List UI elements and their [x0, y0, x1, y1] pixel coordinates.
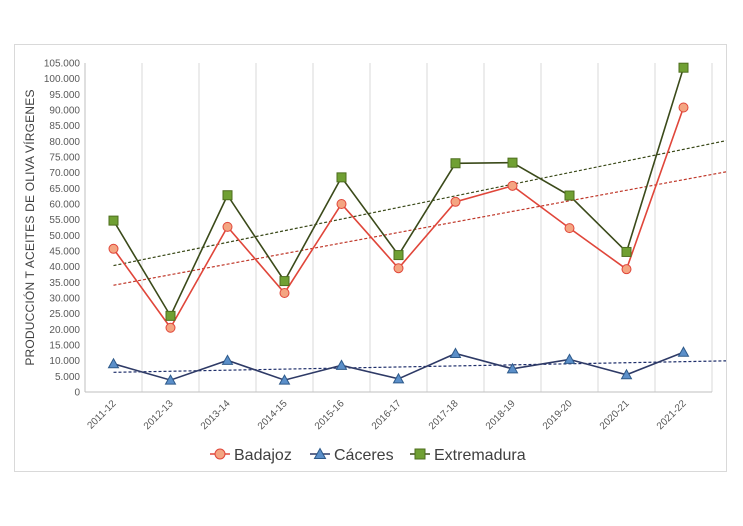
data-point-extremadura: [564, 190, 575, 201]
legend-marker-extremadura: [414, 448, 426, 460]
y-tick-label: 45.000: [49, 247, 80, 258]
y-tick-label: 60.000: [49, 200, 80, 211]
y-axis-title: PRODUCCIÓN T ACEITES DE OLIVA VÍRGENES: [22, 89, 37, 365]
y-tick-label: 100.000: [44, 74, 81, 85]
data-point-extremadura: [165, 310, 176, 321]
x-tick-label: 2021-22: [655, 398, 689, 432]
x-tick-label: 2019-20: [541, 398, 575, 432]
y-tick-label: 80.000: [49, 137, 80, 148]
y-tick-label: 0: [74, 388, 80, 399]
y-tick-label: 15.000: [49, 341, 80, 352]
data-point-extremadura: [279, 276, 290, 287]
y-tick-label: 5.000: [55, 372, 80, 383]
data-point-badajoz: [393, 263, 404, 274]
legend-label-badajoz: Badajoz: [234, 447, 292, 464]
data-point-extremadura: [222, 190, 233, 201]
y-tick-label: 35.000: [49, 278, 80, 289]
data-point-extremadura: [678, 62, 689, 73]
line-chart: 0 5.000 10.000 15.000 20.000 25.000 30.000 35.0…: [22, 59, 726, 464]
data-point-cáceres: [563, 353, 576, 364]
y-tick-label: 85.000: [49, 121, 80, 132]
data-point-badajoz: [507, 180, 518, 191]
data-point-extremadura: [108, 215, 119, 226]
data-point-extremadura: [621, 246, 632, 257]
data-point-badajoz: [108, 243, 119, 254]
y-tick-label: 70.000: [49, 168, 80, 179]
data-point-cáceres: [164, 374, 177, 385]
data-point-cáceres: [620, 368, 633, 380]
x-tick-labels: 2011-12 2012-13 2013-14 2014-15 2015-16 2016-…: [85, 398, 689, 432]
trendlines: [113, 140, 726, 373]
data-point-cáceres: [107, 357, 120, 369]
x-tick-label: 2018-19: [484, 398, 518, 432]
x-tick-label: 2017-18: [427, 398, 461, 432]
y-tick-label: 105.000: [44, 59, 81, 70]
data-point-cáceres: [335, 359, 348, 370]
y-tick-label: 10.000: [49, 356, 80, 367]
data-point-badajoz: [621, 264, 632, 275]
x-tick-label: 2014-15: [256, 398, 290, 432]
data-point-cáceres: [278, 374, 291, 385]
data-point-cáceres: [392, 372, 405, 384]
data-point-badajoz: [222, 221, 233, 232]
y-tick-label: 30.000: [49, 294, 80, 305]
data-point-cáceres: [506, 362, 519, 374]
x-tick-label: 2012-13: [142, 398, 176, 432]
x-tick-label: 2016-17: [370, 398, 404, 432]
y-tick-label: 55.000: [49, 215, 80, 226]
y-tick-label: 95.000: [49, 90, 80, 101]
data-point-cáceres: [677, 346, 690, 357]
legend: Badajoz Cáceres Extremadura: [210, 447, 526, 464]
legend-label-cáceres: Cáceres: [334, 447, 394, 464]
legend-label-extremadura: Extremadura: [434, 447, 526, 464]
y-tick-label: 25.000: [49, 309, 80, 320]
y-tick-label: 65.000: [49, 184, 80, 195]
y-tick-label: 20.000: [49, 325, 80, 336]
data-point-cáceres: [449, 347, 462, 358]
x-tick-label: 2015-16: [313, 398, 347, 432]
data-point-cáceres: [221, 354, 234, 365]
y-tick-label: 75.000: [49, 153, 80, 164]
data-point-badajoz: [279, 287, 290, 298]
data-point-badajoz: [336, 199, 347, 209]
data-point-badajoz: [564, 223, 575, 234]
data-point-extremadura: [507, 157, 518, 168]
data-point-badajoz: [450, 196, 461, 207]
data-point-extremadura: [450, 158, 461, 169]
y-tick-labels: 0 5.000 10.000 15.000 20.000 25.000 30.000 35.0…: [44, 59, 81, 399]
data-point-badajoz: [678, 102, 689, 113]
x-tick-label: 2013-14: [199, 398, 233, 432]
chart-frame: 0 5.000 10.000 15.000 20.000 25.000 30.000 35.0…: [14, 44, 727, 472]
legend-marker-cáceres: [313, 447, 327, 459]
trendline-cáceres: [113, 360, 726, 373]
series-markers: [107, 62, 690, 385]
gridlines: [84, 63, 713, 392]
y-tick-label: 50.000: [49, 231, 80, 242]
axes: [84, 63, 712, 393]
trendline-badajoz: [113, 171, 726, 286]
y-tick-label: 90.000: [49, 106, 80, 117]
x-tick-label: 2011-12: [85, 398, 119, 432]
data-point-badajoz: [165, 322, 176, 333]
y-tick-label: 40.000: [49, 262, 80, 273]
data-point-extremadura: [336, 172, 347, 183]
data-point-extremadura: [393, 250, 404, 261]
legend-marker-badajoz: [214, 448, 226, 460]
x-tick-label: 2020-21: [598, 398, 632, 432]
